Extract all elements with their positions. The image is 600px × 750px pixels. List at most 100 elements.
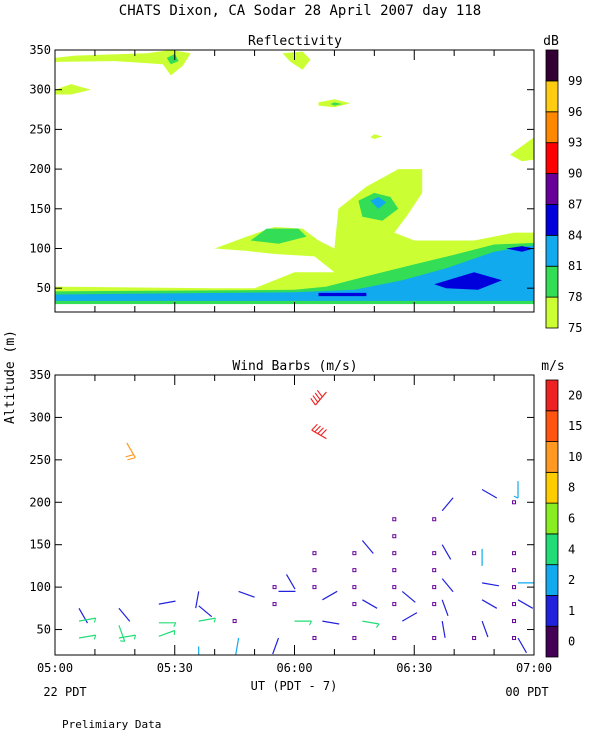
- reflectivity-contour-region: [166, 54, 179, 65]
- wind-barbs-x-axis: 05:00 05:30 06:00 06:30 07:00: [37, 375, 552, 675]
- wind-barb: [195, 591, 200, 609]
- colorbar-swatch: [545, 379, 559, 412]
- calm-wind-marker: [352, 602, 357, 607]
- y-tick-label: 350: [29, 368, 51, 382]
- calm-wind-marker: [512, 619, 517, 624]
- reflectivity-contour-region: [330, 102, 343, 106]
- wind-barb: [401, 612, 418, 622]
- colorbar-level-label: 75: [568, 321, 582, 335]
- colorbar-swatch: [545, 111, 559, 144]
- wind-colorbar: 0 1 2 4 6 8 10 15 20: [545, 379, 582, 658]
- local-time-end-label: 00 PDT: [505, 685, 548, 699]
- wind-barb: [481, 582, 500, 587]
- colorbar-swatch: [545, 471, 559, 504]
- x-axis-label: UT (PDT - 7): [251, 679, 338, 693]
- wind-barb: [285, 574, 296, 590]
- wind-colorbar-unit: m/s: [541, 359, 564, 374]
- y-tick-label: 300: [29, 410, 51, 424]
- reflectivity-contour-region: [250, 228, 307, 244]
- colorbar-swatch: [545, 410, 559, 442]
- reflectivity-contour-region: [370, 134, 383, 139]
- wind-barb: [441, 497, 454, 512]
- colorbar-level-label: 6: [568, 512, 575, 526]
- wind-barbs-y-axis: 50 100 150 200 250 300 350: [29, 368, 534, 637]
- reflectivity-y-axis: 50 100 150 200 250 300 350: [29, 43, 534, 295]
- y-tick-label: 100: [29, 580, 51, 594]
- calm-wind-marker: [472, 636, 477, 641]
- calm-wind-marker: [512, 500, 517, 505]
- wind-barb: [401, 590, 416, 603]
- colorbar-swatch: [545, 234, 559, 267]
- colorbar-swatch: [545, 49, 559, 82]
- colorbar-level-label: 81: [568, 259, 582, 273]
- colorbar-level-label: 78: [568, 290, 582, 304]
- figure-title: CHATS Dixon, CA Sodar 28 April 2007 day …: [119, 3, 481, 19]
- calm-wind-marker: [392, 585, 397, 590]
- colorbar-swatch: [545, 142, 559, 174]
- wind-barb: [118, 607, 131, 622]
- colorbar-swatch: [545, 296, 559, 329]
- colorbar-swatch: [545, 80, 559, 113]
- wind-barb: [361, 540, 374, 554]
- calm-wind-marker: [432, 636, 437, 641]
- colorbar-swatch: [545, 564, 559, 596]
- wind-barb: [322, 620, 340, 625]
- colorbar-level-label: 4: [568, 542, 575, 556]
- reflectivity-panel-title: Reflectivity: [248, 34, 342, 49]
- y-tick-label: 200: [29, 495, 51, 509]
- colorbar-level-label: 96: [568, 105, 582, 119]
- reflectivity-x-ticks: [94, 50, 495, 312]
- colorbar-level-label: 20: [568, 388, 582, 402]
- y-tick-label: 50: [37, 623, 51, 637]
- colorbar-swatch: [545, 625, 559, 658]
- reflectivity-contour-region: [55, 245, 534, 305]
- wind-barbs-plot: [78, 389, 534, 655]
- colorbar-level-label: 87: [568, 197, 582, 211]
- wind-barbs-panel-title: Wind Barbs (m/s): [232, 359, 357, 374]
- colorbar-swatch: [545, 533, 559, 566]
- wind-barb: [441, 620, 446, 638]
- wind-barb: [517, 637, 528, 654]
- colorbar-level-label: 84: [568, 228, 582, 242]
- calm-wind-marker: [392, 517, 397, 522]
- wind-barb: [158, 629, 176, 637]
- calm-wind-marker: [512, 568, 517, 573]
- calm-wind-marker: [312, 636, 317, 641]
- calm-wind-marker: [312, 568, 317, 573]
- calm-wind-marker: [232, 619, 237, 624]
- calm-wind-marker: [432, 517, 437, 522]
- wind-barb: [158, 600, 176, 605]
- wind-barb: [362, 620, 380, 628]
- wind-barb: [441, 599, 449, 617]
- calm-wind-marker: [392, 602, 397, 607]
- colorbar-swatch: [545, 502, 559, 535]
- calm-wind-marker: [352, 585, 357, 590]
- reflectivity-contour-region: [282, 51, 311, 70]
- wind-barb: [311, 423, 327, 440]
- calm-wind-marker: [432, 602, 437, 607]
- wind-barb: [481, 599, 498, 609]
- calm-wind-marker: [472, 551, 477, 556]
- y-axis-label: Altitude (m): [3, 330, 18, 424]
- y-tick-label: 100: [29, 241, 51, 255]
- calm-wind-marker: [512, 551, 517, 556]
- wind-barb: [517, 599, 534, 609]
- colorbar-level-label: 90: [568, 167, 582, 181]
- y-tick-label: 250: [29, 122, 51, 136]
- wind-barb: [125, 442, 136, 461]
- calm-wind-marker: [432, 551, 437, 556]
- local-time-start-label: 22 PDT: [43, 685, 86, 699]
- reflectivity-contour-region: [55, 84, 91, 95]
- calm-wind-marker: [312, 585, 317, 590]
- reflectivity-contour-region: [318, 292, 367, 297]
- colorbar-swatch: [545, 204, 559, 236]
- wind-barb: [78, 608, 89, 624]
- colorbar-swatch: [545, 173, 559, 205]
- calm-wind-marker: [352, 551, 357, 556]
- wind-barb: [294, 620, 312, 626]
- calm-wind-marker: [512, 636, 517, 641]
- x-tick-label: 05:00: [37, 661, 73, 675]
- wind-barb: [198, 617, 216, 623]
- calm-wind-marker: [432, 568, 437, 573]
- x-tick-label: 07:00: [516, 661, 552, 675]
